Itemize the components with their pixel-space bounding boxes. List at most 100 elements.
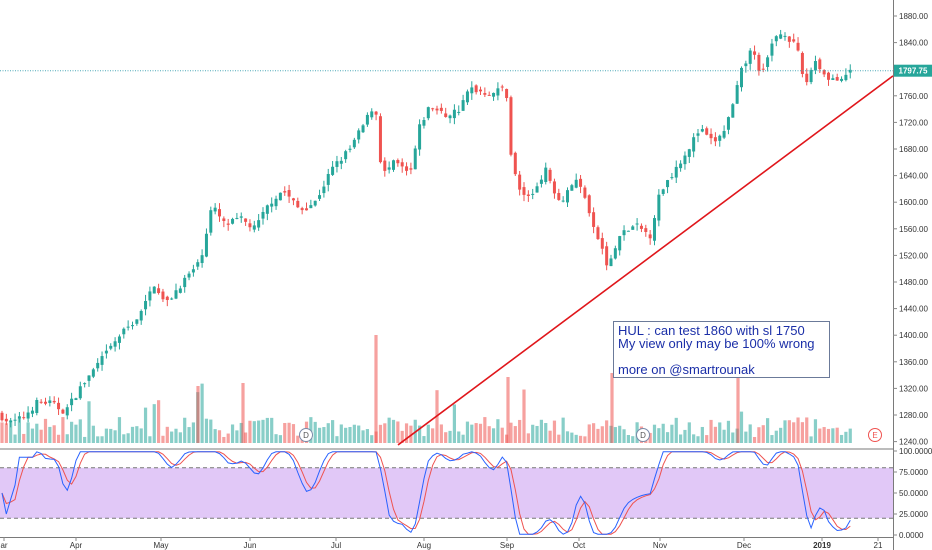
volume-bar <box>787 420 791 443</box>
volume-bar <box>831 428 835 443</box>
volume-bar <box>213 429 217 443</box>
trend-line[interactable] <box>397 75 894 446</box>
volume-bar <box>230 424 235 443</box>
volume-bar <box>391 419 396 443</box>
volume-bar <box>713 426 717 443</box>
time-axis[interactable]: ar Apr May Jun Jul Aug Sep Oct Nov Dec 2019 21 <box>0 537 883 550</box>
volume-bar <box>113 430 117 443</box>
candle-body <box>722 131 726 138</box>
volume-bar <box>174 428 178 443</box>
month-label: Apr <box>70 541 83 550</box>
volume-bar <box>848 428 852 443</box>
volume-bar <box>252 421 256 443</box>
candle-body <box>9 420 13 423</box>
stoch-k-line <box>1 451 851 535</box>
volume-bar <box>661 423 665 443</box>
stoch-tick-label: 0.0000 <box>899 531 924 540</box>
last-price-tag: 1797.75 <box>894 64 932 77</box>
candle-body <box>109 345 113 349</box>
volume-bar <box>774 430 778 443</box>
volume-bar <box>35 423 39 443</box>
stoch-tick-label: 50.0000 <box>899 489 928 498</box>
volume-bar <box>348 427 352 443</box>
candle-body <box>422 120 426 126</box>
candle-body <box>13 419 17 421</box>
candle-body <box>252 225 256 230</box>
candle-body <box>26 412 30 419</box>
candle-body <box>96 362 100 369</box>
volume-bar <box>48 426 52 443</box>
candle-body <box>487 94 491 96</box>
candle-body <box>413 148 417 170</box>
candle-body <box>631 226 635 230</box>
volume-bar <box>65 434 69 443</box>
volume-bar <box>487 426 491 443</box>
candle-body <box>566 190 569 203</box>
volume-bar <box>696 436 700 443</box>
price-tick-label: 1720.00 <box>899 118 928 127</box>
volume-bar <box>752 436 757 443</box>
candle-body <box>235 217 239 219</box>
volume-bar <box>626 435 630 443</box>
volume-spike <box>196 386 200 443</box>
volume-bar <box>365 429 369 443</box>
candle-body <box>639 225 643 229</box>
candle-body <box>374 111 378 115</box>
candle-body <box>539 179 543 184</box>
volume-bar <box>439 424 443 443</box>
volume-bar <box>4 423 8 443</box>
volume-bar <box>17 418 21 443</box>
candle-body <box>674 166 678 178</box>
volume-bar <box>370 435 374 443</box>
candle-body <box>761 68 765 70</box>
volume-spike <box>736 363 740 443</box>
candle-body <box>818 59 822 70</box>
candle-body <box>361 125 365 133</box>
candle-body <box>561 200 565 202</box>
candle-body <box>239 216 243 218</box>
volume-bar <box>283 422 287 443</box>
volume-bar <box>378 424 383 443</box>
marker-label: E <box>872 431 877 440</box>
stoch-tick-label: 100.0000 <box>899 447 932 456</box>
volume-bar <box>461 434 465 443</box>
candle-body <box>326 173 330 185</box>
candle-body <box>770 43 774 56</box>
candle-body <box>648 234 652 239</box>
volume-bar <box>674 417 678 443</box>
volume-bar <box>652 424 657 443</box>
volume-bar <box>74 424 78 443</box>
candle-body <box>661 189 665 194</box>
volume-bar <box>9 423 13 443</box>
volume-bar <box>52 425 56 443</box>
candle-body <box>139 310 143 321</box>
volume-bar <box>270 417 274 443</box>
candle-body <box>444 113 448 117</box>
volume-bar <box>418 425 422 443</box>
candle-body <box>387 167 391 170</box>
text-annotation[interactable]: HUL : can test 1860 with sl 1750 My view… <box>613 321 830 378</box>
volume-bar <box>122 434 126 443</box>
volume-bar <box>761 425 765 443</box>
volume-bar <box>104 428 108 443</box>
candle-body <box>622 230 626 236</box>
volume-bar <box>287 422 291 443</box>
annotation-line-2: My view only may be 100% wrong <box>618 336 815 351</box>
candle-body <box>483 93 487 95</box>
stoch-tick-label: 75.0000 <box>899 468 928 477</box>
price-tick-label: 1400.00 <box>899 331 928 340</box>
volume-bar <box>313 421 317 443</box>
candle-body <box>200 255 204 264</box>
price-axis[interactable]: 1880.001840.001800.001760.001720.001680.… <box>893 12 932 540</box>
volume-bar <box>465 421 470 443</box>
volume-bar <box>387 417 391 443</box>
event-marker-d: D <box>299 428 313 442</box>
candle-body <box>465 91 469 103</box>
candle-body <box>257 220 261 228</box>
candle-body <box>392 160 395 170</box>
stoch-tick-label: 25.0000 <box>899 510 928 519</box>
volume-bar <box>835 427 839 443</box>
volume-bar <box>322 427 326 443</box>
volume-bar <box>422 436 426 443</box>
